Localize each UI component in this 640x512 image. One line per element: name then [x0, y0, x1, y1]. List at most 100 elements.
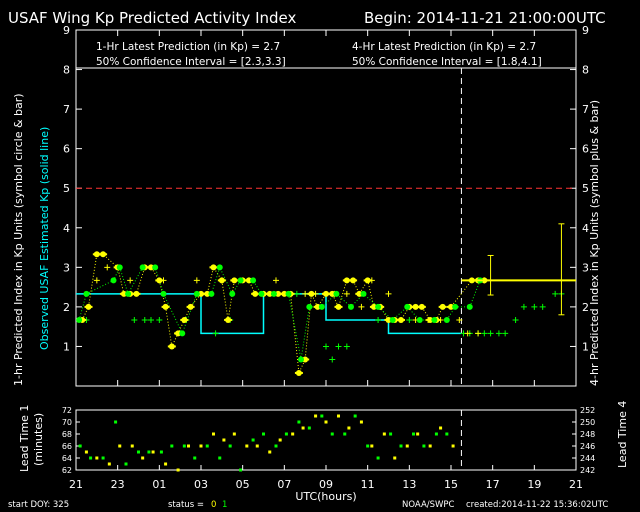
one-hr-yellow-circle [168, 343, 175, 350]
x-axis-main [75, 30, 577, 386]
four-hr-green-plus [148, 316, 154, 323]
x-tick-label: 13 [402, 478, 416, 491]
one-hr-yellow-circle [148, 264, 154, 271]
lead-green-mark [297, 420, 301, 424]
x-tick-label: 01 [152, 478, 166, 491]
y-tick-label-right: 2 [582, 301, 589, 314]
one-hr-green-circle [443, 316, 450, 323]
four-hr-yellow-plus [273, 277, 279, 284]
four-hr-green-plus [131, 316, 138, 323]
lead-green-mark [205, 444, 209, 448]
four-hr-green-plus [323, 343, 329, 350]
lead-time-frame [75, 409, 577, 471]
lead-yellow-mark [324, 420, 328, 424]
lead-tick-label-left: 64 [62, 454, 72, 463]
lead-yellow-mark [187, 444, 190, 448]
x-tick-label: 19 [527, 478, 541, 491]
lead-axis-left: 62 64 66 68 70 72 [62, 406, 80, 475]
four-hr-green-plus [212, 330, 219, 337]
lead-green-mark [218, 456, 222, 460]
lead-tick-label-right: 242 [580, 466, 595, 475]
four-hr-yellow-plus [104, 264, 111, 271]
lead-right-label: Lead Time 4 [616, 401, 629, 468]
one-hr-yellow-circle [133, 290, 140, 297]
lead-left-label-2: (minutes) [32, 413, 45, 466]
one-hr-yellow-circle [364, 277, 371, 284]
one-hr-green-circle [318, 303, 325, 310]
y-axis-right: 1 2 3 4 5 6 7 8 9 [570, 24, 589, 353]
one-hr-yellow-circle [100, 251, 107, 258]
lead-green-mark [124, 462, 128, 466]
lead-green-mark [159, 450, 163, 454]
lead-green-mark [101, 456, 105, 460]
four-hr-green-plus [481, 330, 488, 337]
four-hr-yellow-plus [475, 330, 482, 337]
one-hr-green-circle [193, 290, 200, 297]
lead-green-mark [251, 438, 255, 442]
y-tick-label-right: 6 [582, 143, 589, 156]
one-hr-yellow-connector [81, 253, 485, 375]
one-hr-green-circle [160, 290, 167, 297]
x-tick-label: 11 [361, 478, 375, 491]
four-hr-green-plus [335, 343, 342, 350]
lead-yellow-mark [141, 456, 145, 460]
one-hr-prediction: 1-Hr Latest Prediction (in Kp) = 2.7 [96, 41, 280, 53]
four-hr-prediction: 4-Hr Latest Prediction (in Kp) = 2.7 [352, 41, 536, 53]
x-tick-label: 03 [194, 478, 208, 491]
lead-green-mark [193, 456, 197, 460]
lead-green-mark [78, 444, 82, 448]
one-hr-yellow-circle [120, 290, 127, 297]
lead-yellow-mark [268, 450, 272, 454]
lead-yellow-mark [347, 426, 351, 430]
lead-green-mark [262, 432, 265, 436]
lead-left-label-1: Lead Time 1 [18, 405, 31, 472]
source-label: NOAA/SWPC [402, 500, 455, 510]
one-hr-yellow-circle [343, 277, 350, 284]
lead-green-mark [343, 432, 347, 436]
one-hr-yellow-circle [335, 303, 342, 310]
four-hr-green-plus [329, 356, 336, 363]
one-hr-yellow-circle [93, 251, 100, 258]
lead-green-mark [114, 420, 118, 424]
right-axis-label: 4-hr Predicted Index in Kp Units (symbol… [588, 100, 601, 386]
x-tick-label: 23 [111, 478, 125, 491]
lead-yellow-mark [199, 444, 203, 448]
one-hr-green-circle [333, 290, 340, 297]
status-0: 0 [211, 500, 216, 510]
one-hr-yellow-circle [308, 290, 315, 297]
y-tick-label-left: 7 [63, 103, 70, 116]
left-axis-label-white: 1-hr Predicted Index in Kp Units (symbol… [12, 93, 25, 386]
one-hr-yellow-circle [314, 303, 321, 310]
one-hr-yellow-circle [181, 316, 188, 323]
one-hr-yellow-circle [302, 356, 309, 363]
observed-kp-line [76, 293, 462, 335]
lead-yellow-mark [393, 456, 397, 460]
y-tick-label-right: 5 [582, 182, 589, 195]
one-hr-green-circle [152, 264, 159, 271]
y-tick-label-right: 1 [582, 340, 589, 353]
start-doy: start DOY: 325 [8, 500, 69, 510]
one-hr-green-circle [404, 303, 411, 310]
four-hr-yellow-plus [385, 290, 392, 297]
y-tick-label-right: 3 [582, 261, 589, 274]
lead-yellow-mark [439, 426, 443, 430]
one-hr-green-circle [179, 330, 186, 337]
one-hr-green-circle [431, 316, 438, 323]
one-hr-green-circle [229, 290, 236, 297]
y-tick-label-right: 9 [582, 24, 589, 37]
one-hr-green-circle [237, 277, 244, 284]
one-hr-yellow-circle [231, 277, 238, 284]
x-tick-label: 21 [69, 478, 83, 491]
lead-tick-label-left: 72 [62, 406, 72, 415]
lead-green-mark [89, 456, 93, 460]
four-hr-green-plus [487, 330, 494, 337]
lead-green-mark [412, 432, 415, 436]
y-tick-label-left: 5 [63, 182, 70, 195]
lead-green-mark [182, 444, 186, 448]
x-axis-lead: 21 23 01 03 05 07 09 11 13 15 17 19 21 [69, 465, 583, 491]
one-hr-green-circle [139, 264, 146, 271]
lead-tick-label-right: 248 [580, 430, 595, 439]
one-hr-yellow-circle [356, 290, 363, 297]
